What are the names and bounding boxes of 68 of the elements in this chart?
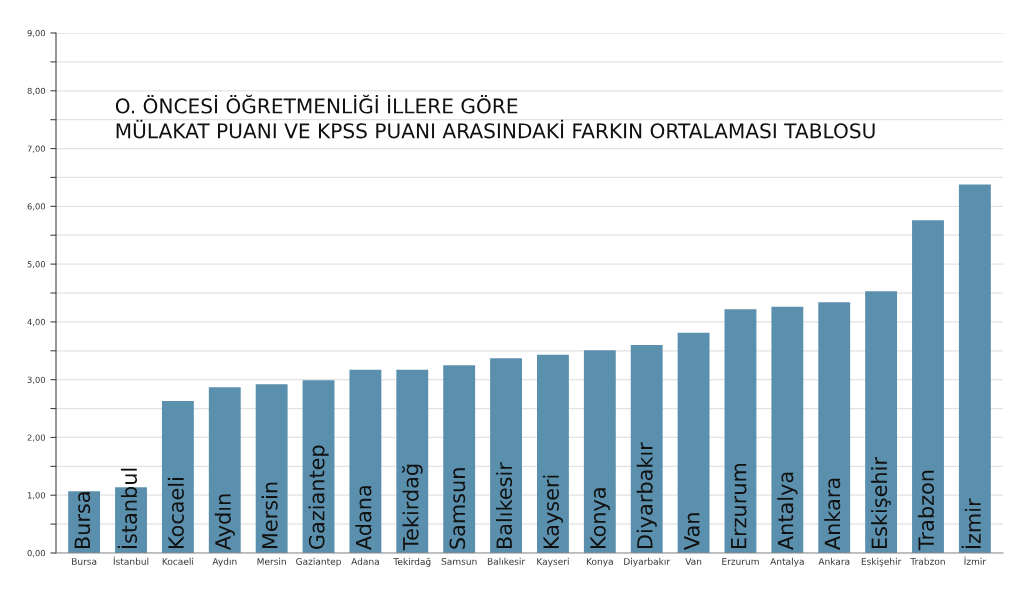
category-label: Mersin [257,557,286,565]
category-label: Tekirdağ [393,557,431,567]
category-label: Antalya [770,557,804,567]
category-label: Eskişehir [861,557,902,567]
bar [537,354,569,553]
bar [958,184,991,553]
category-label: Adana [351,557,379,565]
category-label: Balıkesir [487,557,526,565]
y-tick-label: 3,00 [27,376,46,384]
x-tick-label: Antalya [777,472,798,550]
bar [818,302,851,553]
x-tick-label: Mersin [261,482,278,549]
x-tick-label: Adana [355,486,372,550]
category-label: Erzurum [722,558,759,565]
category-label: Bursa [72,558,97,565]
bar [630,345,663,553]
category-label: Van [685,558,702,565]
bar [208,387,241,553]
category-label: Samsun [441,558,477,565]
x-tick-label: Gaziantep [308,445,329,549]
x-tick-label: Ankara [824,478,841,550]
category-label: Aydın [212,557,237,567]
bar [912,220,944,553]
bar [724,309,757,553]
x-tick-label: İzmir [961,498,981,549]
category-label: İzmir [964,556,987,565]
bar [677,332,710,553]
bar [255,384,288,553]
x-tick-label: Eskişehir [871,457,891,549]
x-tick-label: Samsun [449,468,466,549]
x-tick-label: Konya [590,488,610,549]
bar [161,401,194,553]
category-label: Trabzon [910,557,945,565]
x-tick-label: Tekirdağ [401,464,423,551]
x-tick-label: Erzurum [731,463,747,549]
y-tick-label: 8,00 [27,87,46,95]
x-tick-label: Balıkesir [495,462,513,549]
y-tick-label: 5,00 [27,261,46,269]
category-label: Konya [586,558,613,567]
y-tick-label: 2,00 [27,434,46,442]
x-tick-label: Kocaeli [167,478,184,549]
bar [396,369,429,553]
category-label: Ankara [818,557,850,565]
x-tick-label: İstanbul [117,468,138,549]
x-tick-label: Kayseri [542,475,564,549]
y-tick-label: 7,00 [27,145,46,153]
bar [865,291,898,553]
category-label: Kayseri [537,557,569,567]
category-label: Diyarbakır [624,557,671,567]
bar [443,365,476,553]
y-tick-label: 4,00 [27,318,46,327]
bar [349,369,382,553]
category-label: Kocaeli [162,557,194,565]
bar [490,358,522,553]
category-label: İstanbul [113,556,149,565]
y-tick-label: 9,00 [27,29,46,38]
category-label: Gaziantep [296,557,341,567]
x-tick-label: Bursa [74,492,91,549]
bar [771,306,804,553]
x-tick-label: Diyarbakır [636,442,657,549]
y-tick-label: 1,00 [27,492,46,500]
y-tick-label: 6,00 [27,203,46,211]
x-tick-label: Van [684,513,700,550]
bar [583,350,616,553]
x-tick-label: Aydın [214,494,235,550]
y-tick-label: 0,00 [27,549,46,558]
x-tick-label: Trabzon [917,470,935,551]
text: O. ÖNCESİ ÖĞRETMENLİĞİ İLLERE GÖRE MÜLAKAT PUANI VE KPSS PUANI ARASINDAKİ FARKIN ORTALAMASI TABLOSU [115,94,875,139]
